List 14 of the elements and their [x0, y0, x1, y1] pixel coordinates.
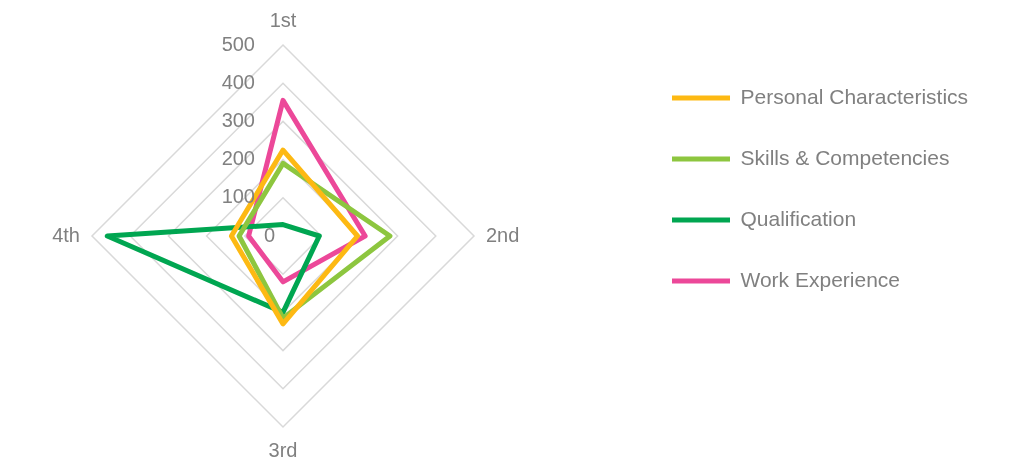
spoke-label: 3rd: [268, 438, 298, 461]
legend-label: Qualification: [740, 206, 857, 230]
y-tick-label: 300: [221, 108, 255, 131]
legend-label: Skills & Competencies: [740, 145, 950, 169]
spoke-label: 1st: [269, 8, 297, 31]
legend-label: Personal Characteristics: [740, 84, 969, 108]
y-tick-label: 200: [221, 147, 255, 170]
y-tick-label: 0: [263, 223, 275, 246]
y-tick-label: 500: [221, 32, 255, 55]
spoke-label: 2nd: [486, 223, 520, 246]
y-tick-label: 100: [221, 185, 255, 208]
legend-label: Work Experience: [740, 267, 901, 291]
y-tick-label: 400: [221, 70, 255, 93]
spoke-label: 4th: [52, 223, 80, 246]
